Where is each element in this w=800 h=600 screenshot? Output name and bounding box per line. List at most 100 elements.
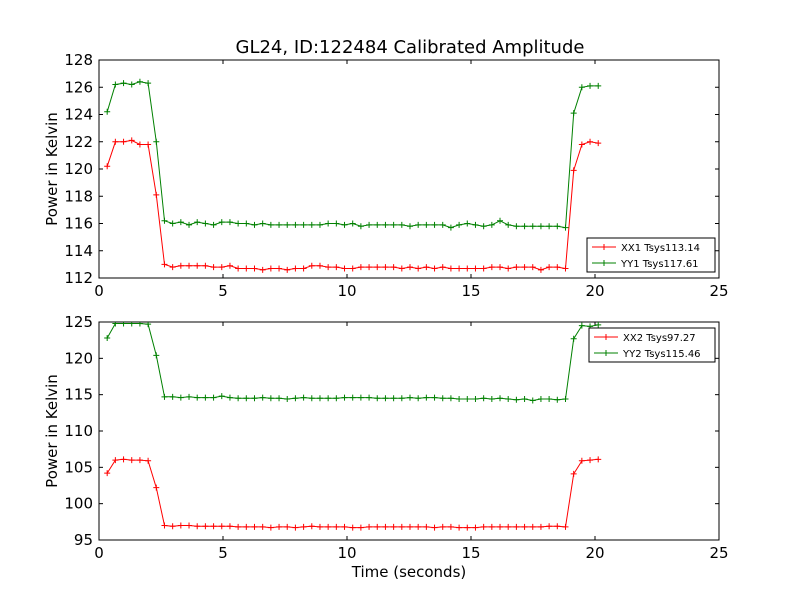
- data-point: [546, 223, 553, 230]
- legend-label: YY2 Tsys115.46: [622, 349, 701, 360]
- data-point: [226, 394, 233, 401]
- data-point: [267, 221, 274, 228]
- data-point: [357, 394, 364, 401]
- data-point: [587, 457, 594, 464]
- data-point: [537, 223, 544, 230]
- data-point: [243, 220, 250, 227]
- y-tick-label: 116: [64, 215, 93, 233]
- data-point: [333, 523, 340, 530]
- data-point: [366, 523, 373, 530]
- data-point: [513, 223, 520, 230]
- data-point: [587, 82, 594, 89]
- data-point: [186, 221, 193, 228]
- data-point: [308, 523, 315, 530]
- data-point: [177, 522, 184, 529]
- data-point: [366, 221, 373, 228]
- data-point: [202, 394, 209, 401]
- x-tick-label: 5: [218, 544, 228, 562]
- x-tick-label: 20: [585, 544, 604, 562]
- data-point: [447, 265, 454, 272]
- data-point: [595, 322, 602, 328]
- data-point: [276, 265, 283, 272]
- data-point: [218, 393, 225, 400]
- data-point: [431, 394, 438, 401]
- data-point: [439, 395, 446, 402]
- data-point: [267, 395, 274, 402]
- data-point: [529, 264, 536, 271]
- data-point: [505, 221, 512, 228]
- data-point: [136, 322, 143, 327]
- data-point: [464, 524, 471, 531]
- data-point: [349, 265, 356, 272]
- data-point: [128, 457, 135, 464]
- x-tick-label: 20: [585, 282, 604, 300]
- data-point: [415, 395, 422, 402]
- data-point: [202, 220, 209, 227]
- data-point: [300, 221, 307, 228]
- data-point: [415, 265, 422, 272]
- data-point: [357, 264, 364, 271]
- data-point: [374, 523, 381, 530]
- data-point: [325, 264, 332, 271]
- x-tick-label: 10: [337, 544, 356, 562]
- data-point: [521, 523, 528, 530]
- data-point: [308, 262, 315, 269]
- data-point: [218, 523, 225, 530]
- legend-box: [586, 237, 716, 273]
- data-point: [104, 470, 111, 477]
- y-tick-label: 125: [64, 313, 93, 331]
- data-point: [406, 264, 413, 271]
- data-point: [161, 522, 168, 529]
- data-point: [259, 394, 266, 401]
- data-point: [382, 264, 389, 271]
- data-point: [145, 322, 152, 328]
- data-point: [505, 265, 512, 272]
- data-point: [570, 335, 577, 342]
- data-point: [169, 264, 176, 271]
- data-point: [382, 395, 389, 402]
- data-point: [578, 84, 585, 91]
- data-point: [267, 265, 274, 272]
- data-point: [202, 523, 209, 530]
- data-point: [390, 264, 397, 271]
- data-point: [145, 457, 152, 464]
- data-point: [521, 264, 528, 271]
- data-point: [562, 523, 569, 530]
- data-point: [316, 395, 323, 402]
- data-point: [439, 264, 446, 271]
- data-point: [177, 219, 184, 226]
- data-point: [112, 322, 119, 327]
- data-point: [456, 221, 463, 228]
- data-point: [554, 523, 561, 530]
- data-point: [325, 395, 332, 402]
- data-point: [415, 221, 422, 228]
- data-point: [505, 396, 512, 403]
- data-point: [284, 523, 291, 530]
- data-point: [226, 262, 233, 269]
- data-point: [488, 264, 495, 271]
- data-point: [251, 523, 258, 530]
- data-point: [325, 523, 332, 530]
- data-point: [218, 219, 225, 226]
- data-point: [513, 523, 520, 530]
- data-point: [235, 523, 242, 530]
- data-point: [472, 265, 479, 272]
- data-point: [464, 396, 471, 403]
- data-point: [235, 265, 242, 272]
- data-point: [390, 395, 397, 402]
- legend-marker: [601, 244, 607, 250]
- legend-label: XX2 Tsys97.27: [623, 333, 696, 344]
- data-point: [398, 221, 405, 228]
- data-point: [284, 396, 291, 403]
- data-point: [398, 523, 405, 530]
- data-point: [251, 221, 258, 228]
- legend-marker: [603, 350, 609, 356]
- data-point: [284, 221, 291, 228]
- data-point: [447, 523, 454, 530]
- data-point: [161, 217, 168, 224]
- data-point: [104, 163, 111, 170]
- legend-marker: [603, 334, 609, 340]
- data-point: [120, 456, 127, 463]
- data-point: [284, 266, 291, 273]
- bottom-panel: 0 5 10 15 20 25 95 100 105 110 115 120 125 Power in K…: [43, 313, 729, 581]
